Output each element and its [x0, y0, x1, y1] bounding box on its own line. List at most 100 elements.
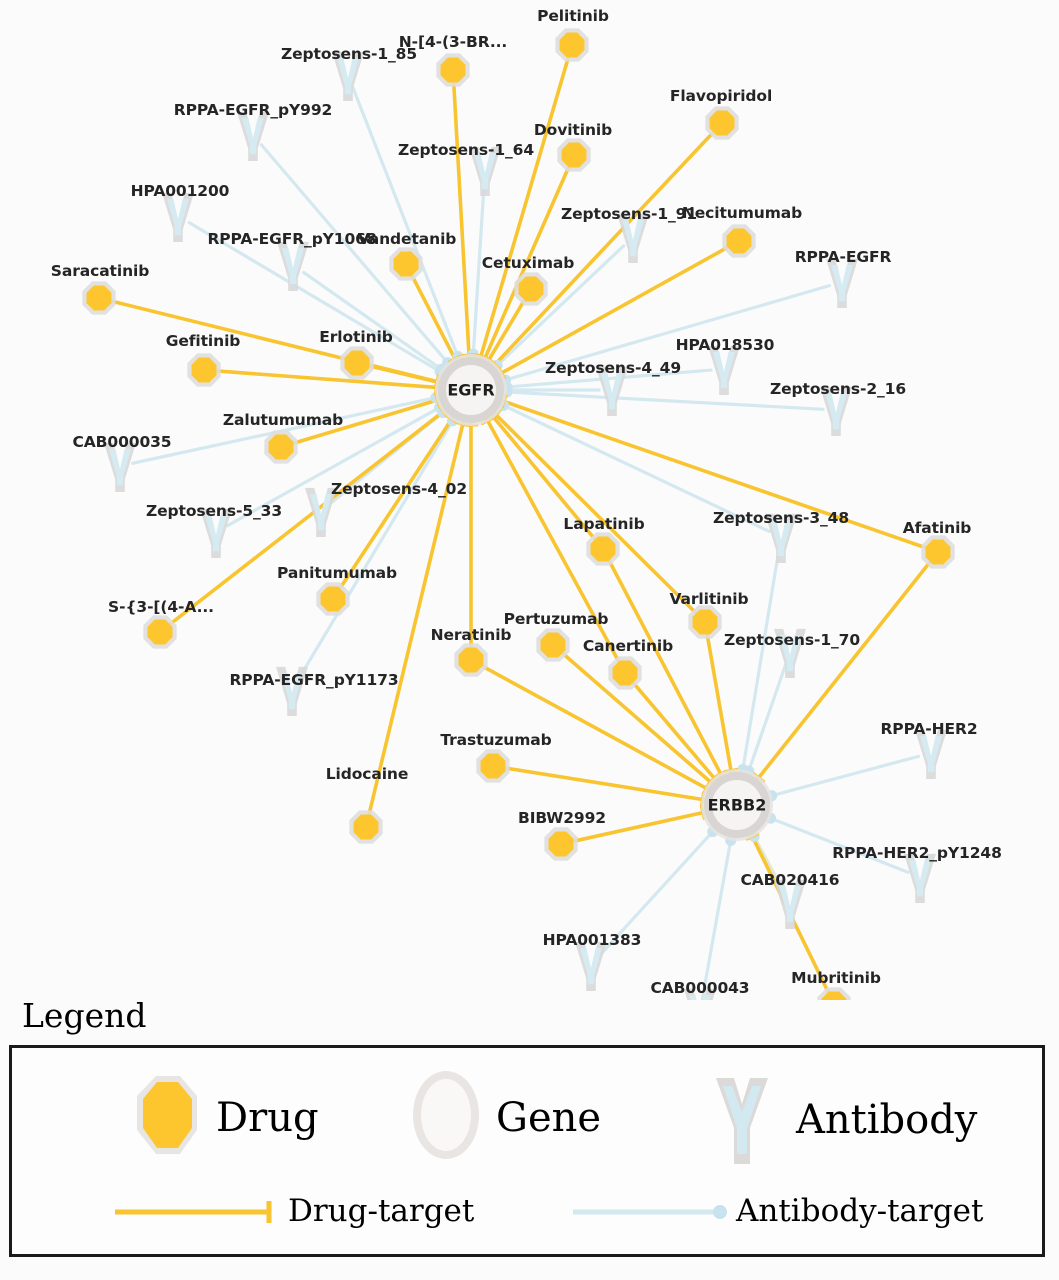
antibody-target-edge [598, 826, 718, 957]
gene-node-core[interactable] [712, 780, 762, 830]
antibody-node[interactable] [167, 198, 189, 236]
legend-label-antibody: Antibody [796, 1097, 978, 1143]
legend-item-drug: Drug [112, 1070, 319, 1166]
drug-target-edge-icon [115, 1200, 272, 1223]
gene-label-erbb2: ERBB2 [707, 795, 767, 815]
antibody-target-edge [491, 244, 626, 371]
drug-node[interactable] [590, 536, 616, 562]
drug-target-edge [489, 412, 597, 541]
antibody-node[interactable] [713, 351, 735, 389]
antibody-node[interactable] [831, 264, 853, 302]
antibody-node[interactable] [205, 514, 227, 552]
antibody-node[interactable] [779, 885, 801, 923]
edges-layer [109, 55, 932, 1000]
drug-node[interactable] [440, 57, 466, 83]
drug-node[interactable] [344, 350, 370, 376]
drug-node[interactable] [518, 276, 544, 302]
drug-target-edge [571, 809, 709, 843]
drug-target-edge [451, 81, 472, 361]
antibody-node[interactable] [779, 634, 801, 672]
antibody-node[interactable] [909, 859, 931, 897]
antibody-target-edge [297, 415, 457, 681]
network-graph-svg[interactable] [0, 0, 1059, 1000]
drug-target-edge [490, 130, 715, 370]
antibody-node[interactable] [242, 117, 264, 155]
drug-icon [137, 1076, 197, 1154]
drug-node[interactable] [559, 32, 585, 58]
drug-target-edge [631, 681, 719, 784]
drug-target-edge [168, 407, 449, 626]
drug-node[interactable] [393, 251, 419, 277]
nodes-layer[interactable] [82, 28, 955, 1000]
legend-title: Legend [22, 996, 147, 1035]
antibody-node[interactable] [920, 735, 942, 773]
antibody-node[interactable] [580, 947, 602, 985]
antibody-target-edge [471, 181, 486, 361]
antibody-target-edge [187, 221, 446, 376]
antibody-node[interactable] [622, 219, 644, 257]
drug-target-edge [754, 560, 932, 783]
drug-node[interactable] [353, 814, 379, 840]
antibody-node[interactable] [310, 493, 332, 531]
drug-target-edge [491, 410, 698, 615]
legend-item-drug-target: Drug-target [112, 1196, 474, 1227]
drug-target-edge [480, 664, 712, 792]
antibody-target-edge [700, 833, 734, 1000]
drug-node[interactable] [86, 285, 112, 311]
legend-item-gene: Gene [392, 1070, 601, 1166]
drug-node[interactable] [458, 647, 484, 673]
antibody-node[interactable] [601, 372, 623, 410]
drug-target-edge [215, 369, 442, 390]
drug-node[interactable] [821, 991, 847, 1000]
drug-target-edge [607, 558, 725, 780]
antibody-node[interactable] [281, 672, 303, 710]
antibody-node[interactable] [282, 247, 304, 285]
drug-node[interactable] [540, 632, 566, 658]
antibody-node[interactable] [337, 57, 359, 95]
drug-node[interactable] [561, 142, 587, 168]
drug-target-edge [481, 165, 571, 364]
antibody-target-edge [131, 394, 443, 465]
drug-node[interactable] [320, 586, 346, 612]
antibody-node[interactable] [474, 152, 496, 190]
legend-item-antibody-target: Antibody-target [570, 1196, 983, 1227]
antibody-target-edge [499, 284, 832, 383]
drug-target-edge [477, 55, 571, 363]
antibody-node[interactable] [689, 994, 711, 1000]
drug-node[interactable] [612, 660, 638, 686]
network-canvas[interactable]: Zeptosens-1_85 RPPA-EGFR_pY992 Zeptosens-1… [0, 0, 1059, 1000]
drug-target-edge [705, 633, 734, 777]
antibody-target-edge [500, 390, 825, 411]
legend-label-gene: Gene [496, 1095, 602, 1141]
antibody-icon [716, 1078, 768, 1164]
drug-node[interactable] [692, 609, 718, 635]
drug-node[interactable] [480, 753, 506, 779]
antibody-target-edge [351, 85, 462, 363]
drug-target-edge [338, 414, 456, 590]
antibody-target-edge [764, 814, 910, 874]
antibody-target-edge [740, 548, 781, 777]
drug-node[interactable] [925, 539, 951, 565]
drug-node[interactable] [709, 110, 735, 136]
drug-target-edge [484, 415, 621, 664]
gene-label-egfr: EGFR [447, 380, 495, 400]
drug-node[interactable] [191, 357, 217, 383]
antibody-target-edge [765, 754, 921, 799]
antibody-target-edge [225, 403, 446, 528]
drug-node[interactable] [147, 619, 173, 645]
drug-target-edge [291, 397, 444, 446]
antibody-node[interactable] [109, 448, 131, 486]
drug-target-edge [367, 418, 466, 817]
legend-item-antibody: Antibody [692, 1070, 977, 1170]
drug-node[interactable] [726, 228, 752, 254]
antibody-target-edge [259, 143, 453, 369]
antibody-target-edge [745, 662, 788, 778]
antibody-node[interactable] [825, 392, 847, 430]
drug-node[interactable] [268, 434, 294, 460]
antibody-node[interactable] [770, 519, 792, 557]
gene-icon [413, 1071, 479, 1159]
gene-node-core[interactable] [446, 365, 496, 415]
legend-label-antibody-target: Antibody-target [736, 1193, 984, 1229]
drug-node[interactable] [548, 831, 574, 857]
